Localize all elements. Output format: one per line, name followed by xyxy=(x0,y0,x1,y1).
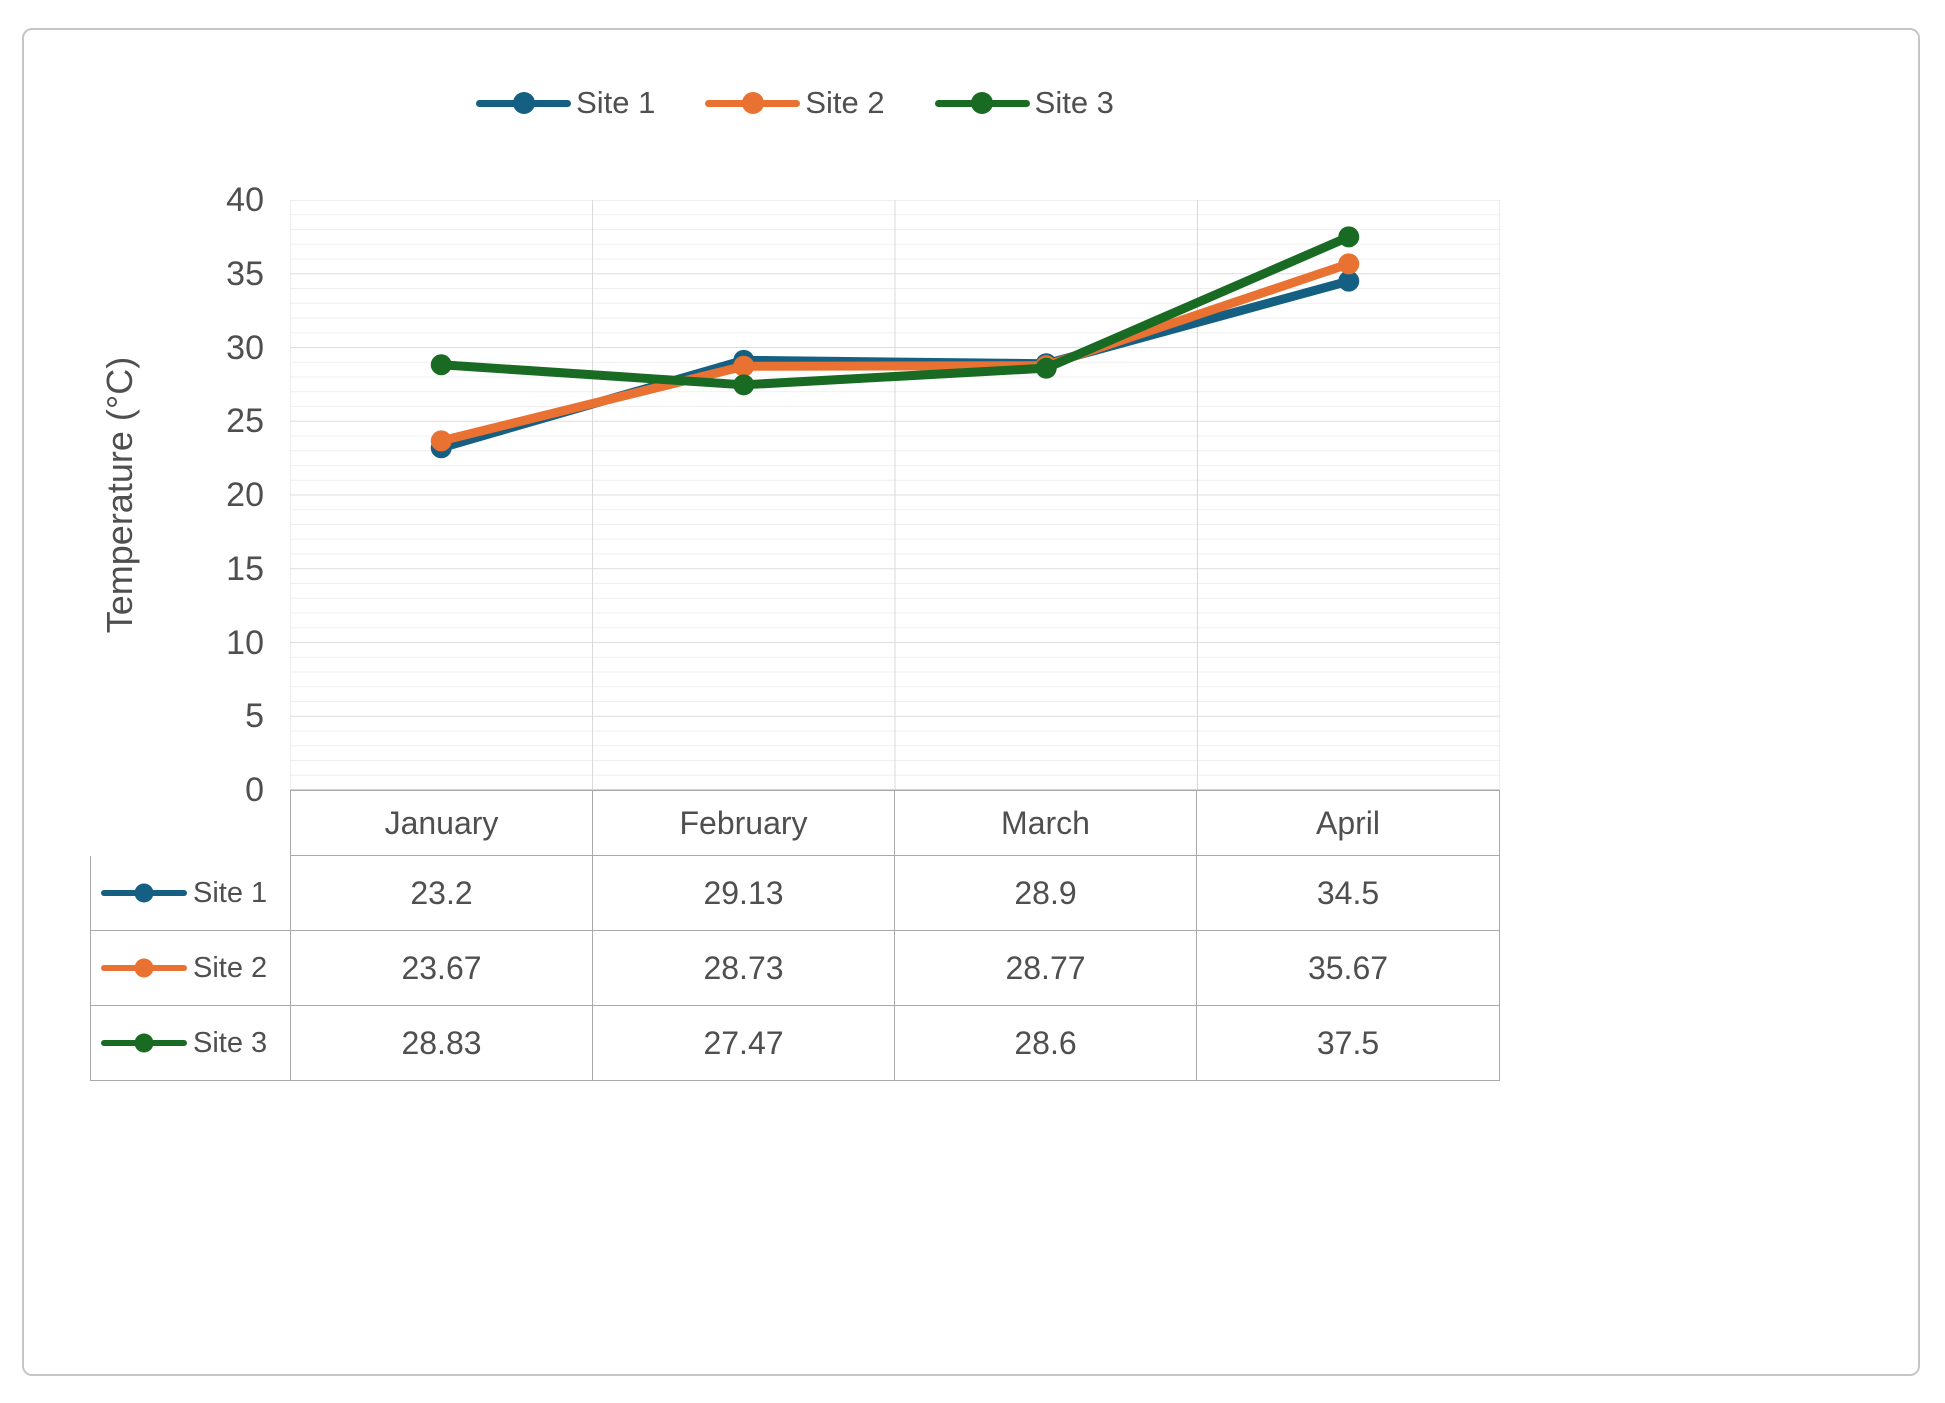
legend-label: Site 3 xyxy=(1034,85,1114,120)
category-label: January xyxy=(291,791,593,855)
table-value-cell: 28.9 xyxy=(895,856,1197,930)
table-value-cell: 23.2 xyxy=(291,856,593,930)
chart-legend: Site 1 Site 2 Site 3 xyxy=(190,75,1400,131)
legend-label: Site 1 xyxy=(576,85,656,120)
table-value-cell: 28.83 xyxy=(291,1006,593,1080)
category-label: April xyxy=(1315,804,1380,841)
series-site-3 xyxy=(430,226,1360,396)
legend-item-site-3: Site 3 xyxy=(934,85,1114,121)
series-name: Site 1 xyxy=(193,876,268,909)
category-axis-row: January February March April xyxy=(290,790,1500,856)
table-value-cell: 34.5 xyxy=(1316,874,1380,911)
y-axis-tick-label: 25 xyxy=(226,402,264,441)
legend-marker-icon xyxy=(705,99,801,107)
series-marker-icon xyxy=(101,1040,187,1046)
data-point xyxy=(733,374,755,396)
table-row-site-1: Site 1 23.2 29.13 28.9 34.5 xyxy=(91,856,1499,931)
table-series-key: Site 2 xyxy=(91,931,291,1005)
table-value-cell: 28.73 xyxy=(593,931,895,1005)
y-axis-tick-label: 10 xyxy=(226,623,264,662)
table-value-cell: 23.67 xyxy=(291,931,593,1005)
y-axis-tick-label: 0 xyxy=(245,771,264,809)
table-value-cell: 27.47 xyxy=(593,1006,895,1080)
table-value-cell: 37.5 xyxy=(1316,1024,1380,1061)
series-name: Site 3 xyxy=(193,1026,268,1059)
plot-area xyxy=(290,200,1500,790)
category-label: March xyxy=(895,791,1197,855)
table-series-key: Site 1 xyxy=(91,856,291,930)
table-value-cell: 28.77 xyxy=(895,931,1197,1005)
legend-label: Site 2 xyxy=(805,85,885,120)
data-point xyxy=(430,430,452,452)
data-point xyxy=(430,354,452,376)
y-axis-tick-label: 5 xyxy=(245,697,264,736)
table-value-cell: 29.13 xyxy=(593,856,895,930)
legend-item-site-1: Site 1 xyxy=(476,85,655,121)
y-axis-tick-label: 40 xyxy=(226,181,264,219)
table-series-key: Site 3 xyxy=(91,1006,291,1080)
data-point xyxy=(733,355,755,377)
legend-item-site-2: Site 2 xyxy=(705,85,885,121)
category-label: February xyxy=(593,791,895,855)
chart-frame: Site 1 Site 2 Site 3 Temperature (°C) 40… xyxy=(22,28,1920,1376)
y-axis: 40 35 30 25 20 15 10 5 0 xyxy=(134,181,264,820)
table-row-site-3: Site 3 28.83 27.47 28.6 37.5 xyxy=(91,1006,1499,1081)
data-table: Site 1 23.2 29.13 28.9 34.5 Site 2 23.67… xyxy=(90,856,1500,1081)
legend-marker-icon xyxy=(476,99,572,107)
data-point xyxy=(1338,253,1360,275)
y-axis-tick-label: 35 xyxy=(226,254,264,293)
series-marker-icon xyxy=(101,890,187,896)
y-axis-tick-label: 15 xyxy=(226,549,264,588)
data-point xyxy=(1338,270,1360,292)
table-value-cell: 28.6 xyxy=(895,1006,1197,1080)
y-axis-tick-label: 20 xyxy=(226,476,264,514)
series-marker-icon xyxy=(101,965,187,971)
y-axis-tick-label: 30 xyxy=(226,328,264,367)
series-name: Site 2 xyxy=(193,951,268,984)
data-point xyxy=(1035,357,1057,379)
table-value-cell: 35.67 xyxy=(1307,949,1389,986)
data-point xyxy=(1338,226,1360,248)
legend-marker-icon xyxy=(934,99,1030,107)
table-row-site-2: Site 2 23.67 28.73 28.77 35.67 xyxy=(91,931,1499,1006)
